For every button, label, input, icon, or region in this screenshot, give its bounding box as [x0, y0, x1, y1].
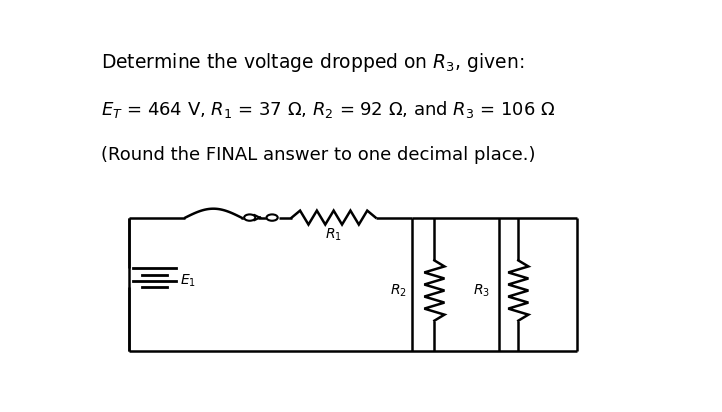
Text: $R_3$: $R_3$ [474, 282, 490, 299]
Text: $R_2$: $R_2$ [390, 282, 406, 299]
Text: (Round the FINAL answer to one decimal place.): (Round the FINAL answer to one decimal p… [101, 146, 536, 164]
Circle shape [266, 214, 278, 221]
Text: $E_1$: $E_1$ [180, 273, 196, 289]
Text: $E_T$ = 464 V, $R_1$ = 37 Ω, $R_2$ = 92 Ω, and $R_3$ = 106 Ω: $E_T$ = 464 V, $R_1$ = 37 Ω, $R_2$ = 92 … [101, 98, 556, 119]
Text: $R_1$: $R_1$ [325, 227, 342, 243]
Circle shape [244, 214, 256, 221]
Text: Determine the voltage dropped on $R_3$, given:: Determine the voltage dropped on $R_3$, … [101, 51, 525, 74]
